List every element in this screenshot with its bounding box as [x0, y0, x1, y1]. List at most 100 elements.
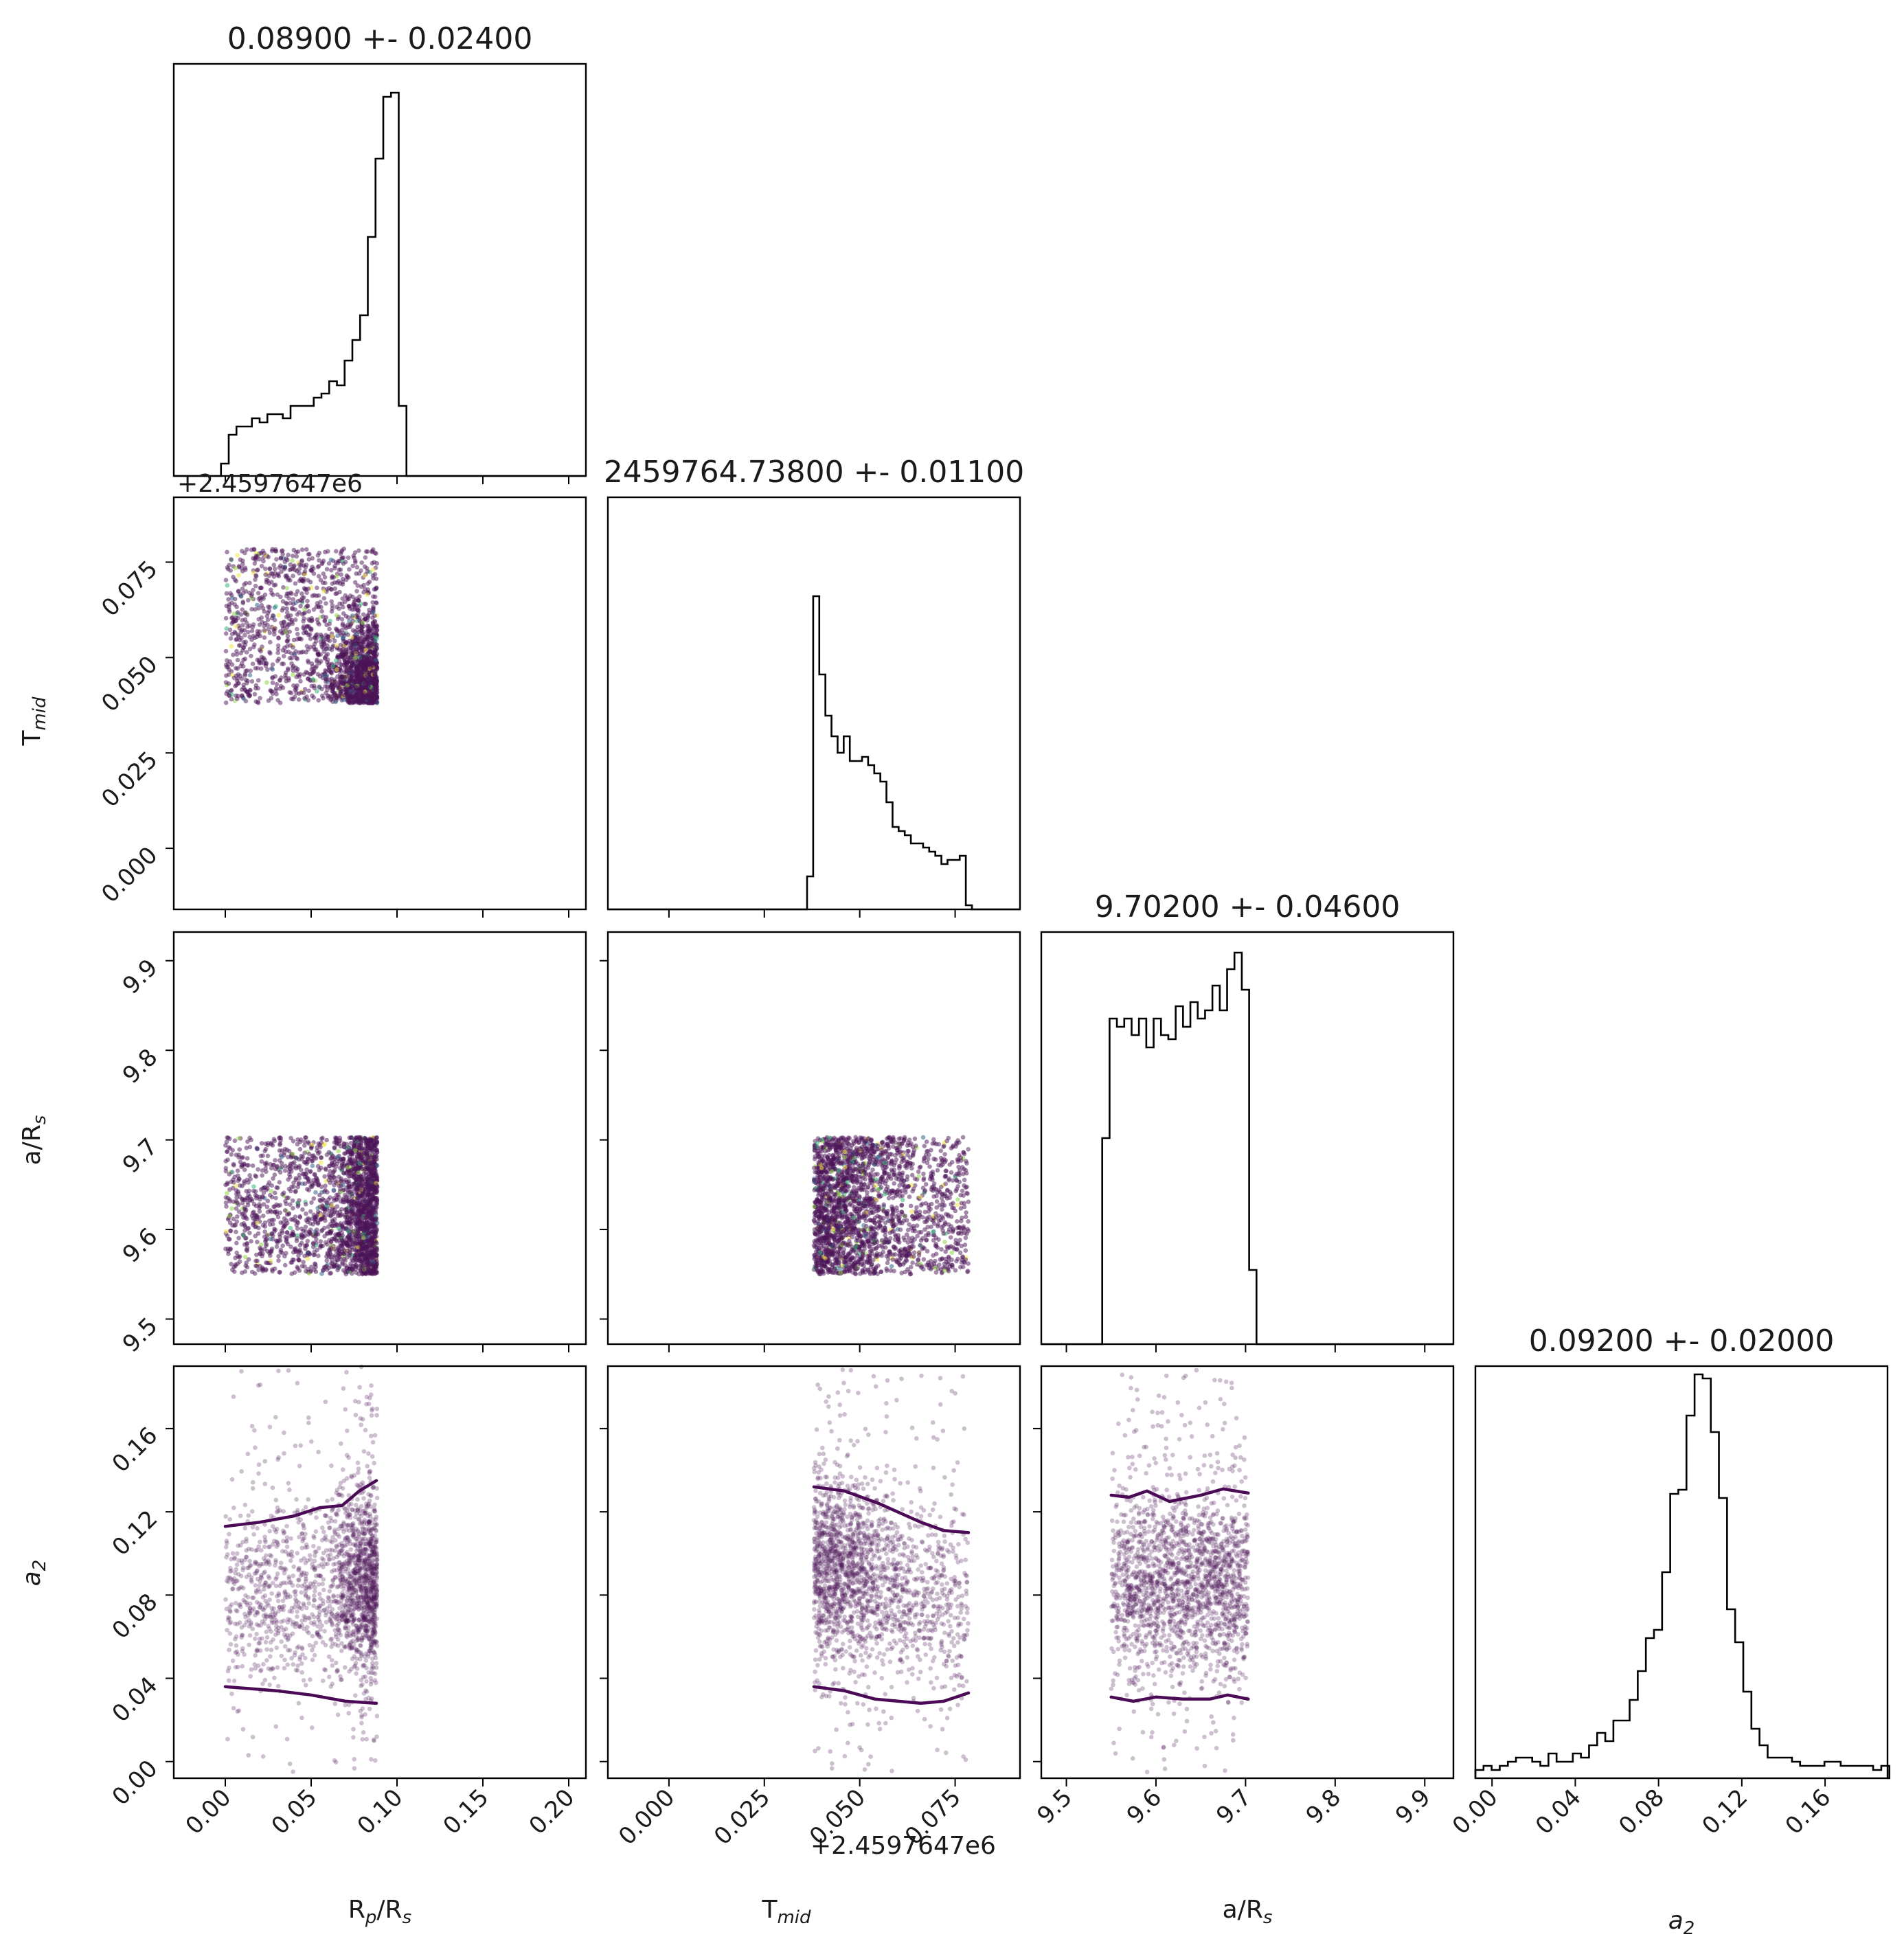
scatter-point [324, 669, 328, 674]
scatter-point [229, 1179, 234, 1184]
scatter-point [363, 602, 368, 606]
scatter-point [337, 1142, 341, 1146]
scatter-point [299, 559, 304, 564]
scatter-point [235, 696, 240, 701]
scatter-point [310, 1164, 315, 1168]
scatter-point [371, 1194, 376, 1199]
scatter-point [324, 601, 328, 606]
scatter-point [356, 1170, 361, 1175]
scatter-point [354, 1227, 359, 1232]
scatter-point [225, 583, 230, 588]
scatter-point [249, 1239, 253, 1244]
scatter-point [356, 672, 362, 677]
scatter-point [281, 1190, 286, 1195]
scatter-point [356, 571, 362, 576]
scatter-point [262, 624, 267, 628]
scatter-point [275, 646, 281, 652]
scatter-point [302, 586, 307, 591]
scatter-point [229, 615, 235, 620]
scatter-point [299, 591, 304, 596]
scatter-point [336, 578, 341, 584]
scatter-tmid-vs-rp [223, 546, 380, 705]
scatter-point [365, 1238, 371, 1243]
scatter-point [348, 1174, 352, 1179]
scatter-point [885, 1260, 890, 1265]
scatter-point [357, 1161, 362, 1166]
scatter-point [320, 1135, 325, 1141]
scatter-point [320, 560, 325, 565]
scatter-point [319, 1155, 324, 1160]
scatter-point [315, 1247, 319, 1253]
scatter-point [253, 1263, 258, 1269]
scatter-point [338, 642, 343, 648]
scatter-point [315, 689, 319, 694]
scatter-point [267, 566, 273, 571]
scatter-point [370, 547, 376, 552]
scatter-point [246, 598, 251, 603]
scatter-point [266, 604, 271, 609]
scatter-point [318, 1239, 324, 1244]
scatter-point [277, 1142, 282, 1148]
scatter-point [371, 661, 376, 666]
scatter-point [335, 628, 340, 633]
scatter-point [327, 626, 332, 632]
scatter-point [299, 650, 304, 655]
scatter-point [340, 596, 345, 601]
scatter-point [235, 1168, 240, 1173]
scatter-point [374, 1148, 380, 1153]
scatter-point [263, 1268, 269, 1273]
scatter-point [922, 1144, 927, 1148]
scatter-point [224, 673, 229, 678]
scatter-point [271, 563, 277, 567]
scatter-point [242, 1254, 248, 1260]
scatter-point [369, 650, 374, 655]
scatter-point [311, 1245, 316, 1249]
scatter-point [313, 1181, 317, 1186]
scatter-point [280, 1243, 285, 1248]
scatter-point [277, 1232, 282, 1237]
scatter-point [317, 622, 321, 627]
scatter-point [302, 595, 306, 600]
scatter-point [363, 637, 367, 642]
scatter-point [304, 563, 309, 567]
scatter-point [226, 597, 231, 602]
scatter-point [368, 664, 374, 670]
scatter-point [264, 1204, 270, 1210]
scatter-point [290, 1151, 295, 1157]
scatter-point [326, 634, 331, 639]
scatter-point [270, 613, 275, 618]
scatter-point [272, 605, 277, 610]
scatter-point [306, 586, 311, 591]
scatter-point [267, 1218, 272, 1223]
scatter-point [292, 1270, 297, 1275]
scatter-point [227, 1214, 232, 1218]
scatter-point [365, 1192, 370, 1198]
scatter-point [309, 1200, 314, 1205]
scatter-point [306, 604, 310, 609]
scatter-point [234, 652, 240, 657]
scatter-point [234, 1240, 239, 1246]
scatter-point [276, 1253, 281, 1259]
scatter-point [296, 1258, 302, 1262]
scatter-point [329, 567, 334, 573]
scatter-point [291, 663, 296, 669]
scatter-point [299, 1264, 305, 1269]
scatter-point [303, 1224, 308, 1229]
scatter-point [346, 680, 352, 685]
scatter-point [304, 631, 309, 635]
scatter-point [339, 1238, 345, 1242]
scatter-point [302, 1150, 307, 1155]
scatter-point [341, 1158, 346, 1164]
scatter-point [308, 644, 313, 650]
scatter-point [374, 679, 378, 683]
scatter-point [295, 1266, 300, 1271]
scatter-point [245, 1240, 250, 1246]
scatter-point [231, 1199, 236, 1204]
scatter-point [232, 1138, 238, 1144]
scatter-point [229, 696, 234, 702]
scatter-point [251, 1188, 256, 1194]
scatter-point [353, 662, 359, 668]
scatter-point [362, 1245, 367, 1249]
scatter-point [335, 1223, 340, 1228]
scatter-point [242, 1181, 247, 1186]
